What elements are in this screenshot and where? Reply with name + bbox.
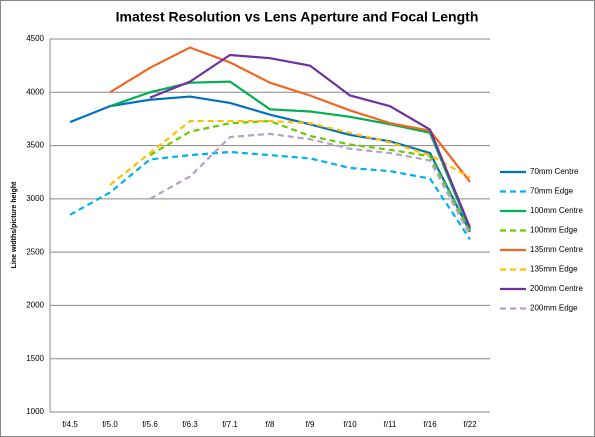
y-tick-label: 1500 <box>26 354 44 363</box>
y-tick-label: 4500 <box>26 34 44 43</box>
series-line <box>69 150 471 240</box>
legend-label: 135mm Edge <box>530 265 578 274</box>
legend-label: 70mm Centre <box>530 167 579 176</box>
x-tick-label: f/7.1 <box>222 420 238 429</box>
series-line <box>149 132 471 236</box>
legend-label: 70mm Edge <box>530 187 574 196</box>
x-tick-label: f/6.3 <box>182 420 198 429</box>
legend-label: 100mm Centre <box>530 206 583 215</box>
series-line <box>149 119 471 233</box>
y-tick-label: 2000 <box>26 301 44 310</box>
y-tick-label: 3500 <box>26 141 44 150</box>
x-tick-label: f/4.5 <box>62 420 78 429</box>
y-axis-label: Line widths/picture height <box>11 181 18 268</box>
y-tick-label: 3000 <box>26 194 44 203</box>
legend-label: 200mm Centre <box>530 284 583 293</box>
x-tick-label: f/8 <box>266 420 275 429</box>
x-tick-label: f/5.0 <box>102 420 118 429</box>
x-tick-label: f/22 <box>463 420 477 429</box>
legend-label: 200mm Edge <box>530 304 578 313</box>
x-tick-label: f/11 <box>384 420 397 429</box>
x-tick-label: f/9 <box>306 420 315 429</box>
x-tick-label: f/10 <box>343 420 357 429</box>
series-line <box>149 53 472 229</box>
y-tick-label: 1000 <box>26 407 44 416</box>
x-tick-label: f/16 <box>423 420 437 429</box>
y-tick-label: 2500 <box>26 247 44 256</box>
y-tick-label: 4000 <box>26 87 44 96</box>
chart-title: Imatest Resolution vs Lens Aperture and … <box>116 9 479 25</box>
series-line <box>109 80 472 231</box>
series-line <box>109 119 471 186</box>
series-line <box>69 95 471 233</box>
x-tick-label: f/5.6 <box>142 420 158 429</box>
series-line <box>109 46 471 183</box>
legend-label: 100mm Edge <box>530 226 578 235</box>
legend-label: 135mm Centre <box>530 245 583 254</box>
